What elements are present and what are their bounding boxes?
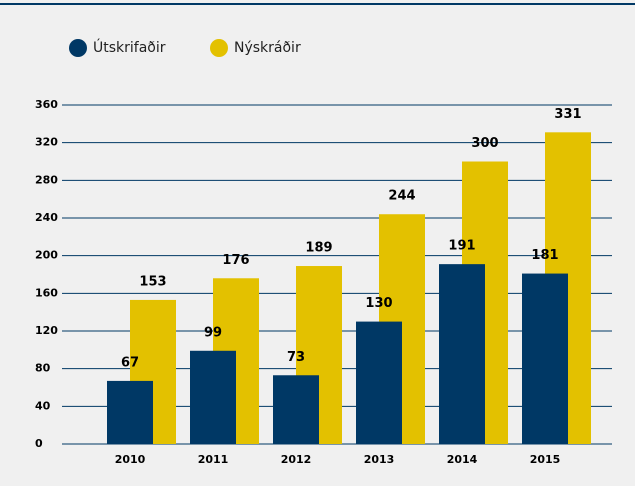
bar [356,321,402,444]
value-label: 189 [305,241,332,256]
bar [190,350,236,444]
value-label: 191 [448,239,475,254]
y-tick-label: 280 [35,173,58,186]
bar [273,375,319,444]
x-tick-label: 2015 [530,453,561,466]
value-label: 181 [531,248,558,263]
x-tick-label: 2011 [198,453,229,466]
legend-label: Nýskráðir [234,40,301,56]
y-tick-label: 360 [35,98,58,111]
value-label: 300 [471,136,498,151]
y-tick-label: 240 [35,211,58,224]
y-tick-label: 40 [35,399,51,412]
value-label: 130 [365,296,392,311]
x-tick-label: 2010 [115,453,146,466]
y-tick-label: 120 [35,324,58,337]
legend-label: Útskrifaðir [93,38,166,56]
value-label: 153 [139,274,166,289]
y-tick-label: 320 [35,136,58,149]
bar [439,264,485,444]
value-label: 73 [287,350,305,365]
value-label: 176 [222,253,249,268]
x-tick-label: 2014 [447,453,478,466]
legend-swatch [210,39,228,57]
value-label: 244 [388,189,415,204]
y-tick-label: 0 [35,437,43,450]
value-label: 67 [121,355,139,370]
x-tick-label: 2012 [281,453,312,466]
bar [107,380,153,444]
y-tick-label: 160 [35,286,58,299]
y-tick-label: 80 [35,362,51,375]
bar [522,273,568,444]
legend-swatch [69,39,87,57]
value-label: 99 [204,325,222,340]
y-tick-label: 200 [35,249,58,262]
value-label: 331 [554,107,581,122]
x-tick-label: 2013 [364,453,395,466]
